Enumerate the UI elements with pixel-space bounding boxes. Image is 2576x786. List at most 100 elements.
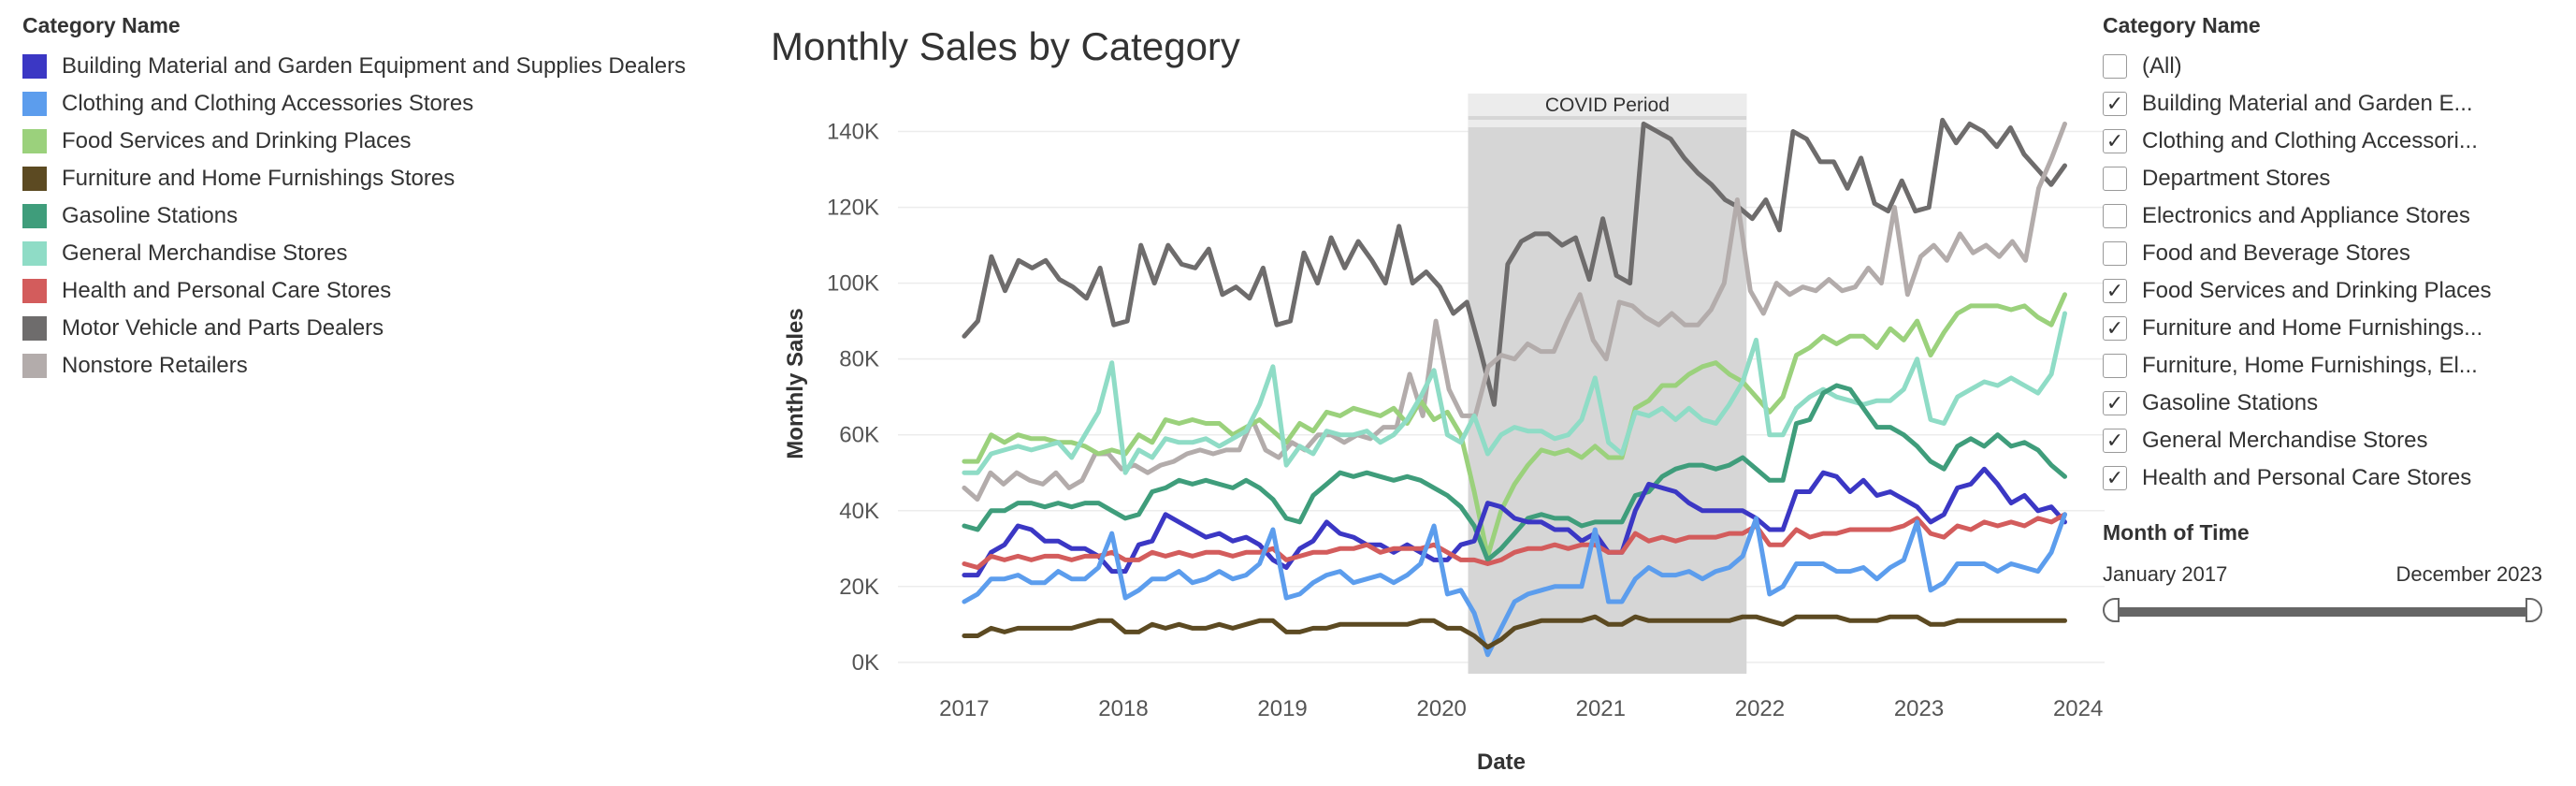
series-line [962, 512, 2067, 570]
x-axis-title: Date [1477, 750, 1526, 775]
filter-option[interactable]: ✓ General Merchandise Stores [2103, 422, 2570, 459]
x-tick-label: 2017 [939, 696, 989, 721]
filter-option[interactable]: ✓ Building Material and Garden E... [2103, 85, 2570, 123]
checkbox-checked-icon[interactable]: ✓ [2103, 466, 2127, 490]
y-tick-label: 60K [839, 423, 879, 448]
month-range-filter: Month of Time January 2017 December 2023 [2103, 520, 2542, 622]
legend-swatch [22, 279, 47, 303]
legend-swatch [22, 316, 47, 341]
legend-item[interactable]: Clothing and Clothing Accessories Stores [22, 85, 752, 123]
x-tick-label: 2024 [2053, 696, 2103, 721]
y-tick-label: 40K [839, 499, 879, 524]
x-tick-label: 2018 [1098, 696, 1148, 721]
filter-option[interactable]: (All) [2103, 48, 2570, 85]
series-line [962, 117, 2067, 407]
filter-option-label: (All) [2142, 53, 2182, 79]
checkbox-checked-icon[interactable]: ✓ [2103, 429, 2127, 453]
legend-swatch [22, 167, 47, 191]
legend-label: Gasoline Stations [62, 203, 239, 228]
filter-option-label: Building Material and Garden E... [2142, 91, 2473, 116]
legend-swatch [22, 129, 47, 153]
range-start-label: January 2017 [2103, 562, 2228, 586]
legend-title: Category Name [22, 13, 181, 37]
filter-option-label: Gasoline Stations [2142, 390, 2319, 415]
legend-item[interactable]: Health and Personal Care Stores [22, 272, 752, 310]
chart-title: Monthly Sales by Category [771, 24, 1240, 68]
series-line [962, 614, 2067, 650]
filter-option[interactable]: Furniture, Home Furnishings, El... [2103, 347, 2570, 385]
legend-swatch [22, 92, 47, 116]
legend-label: Food Services and Drinking Places [62, 128, 412, 153]
x-tick-label: 2023 [1894, 696, 1944, 721]
legend-label: Motor Vehicle and Parts Dealers [62, 315, 384, 341]
legend-item[interactable]: General Merchandise Stores [22, 235, 752, 272]
legend-item[interactable]: Gasoline Stations [22, 197, 752, 235]
filter-option[interactable]: ✓ Health and Personal Care Stores [2103, 459, 2570, 497]
y-tick-label: 80K [839, 347, 879, 372]
checkbox-checked-icon[interactable]: ✓ [2103, 92, 2127, 116]
legend-swatch [22, 354, 47, 378]
filter-option-label: General Merchandise Stores [2142, 428, 2428, 453]
series-line [962, 466, 2067, 578]
legend-label: Clothing and Clothing Accessories Stores [62, 91, 474, 116]
legend-item[interactable]: Building Material and Garden Equipment a… [22, 48, 752, 85]
range-slider-track[interactable] [2103, 598, 2542, 622]
covid-period-label: COVID Period [1545, 95, 1670, 116]
legend-label: General Merchandise Stores [62, 240, 348, 266]
legend-swatch [22, 241, 47, 266]
series-line [962, 292, 2067, 559]
filter-title: Category Name [2103, 13, 2261, 37]
series-line [962, 311, 2067, 475]
checkbox-checked-icon[interactable]: ✓ [2103, 129, 2127, 153]
y-tick-label: 0K [852, 650, 879, 676]
checkbox-checked-icon[interactable]: ✓ [2103, 316, 2127, 341]
filter-option-label: Furniture, Home Furnishings, El... [2142, 353, 2478, 378]
checkbox-unchecked-icon[interactable] [2103, 204, 2127, 228]
range-start-handle[interactable] [2103, 598, 2120, 622]
category-filter: Category Name (All) ✓ Building Material an… [2103, 13, 2570, 497]
filter-option[interactable]: ✓ Gasoline Stations [2103, 385, 2570, 422]
filter-option-label: Health and Personal Care Stores [2142, 465, 2472, 490]
filter-option-label: Department Stores [2142, 166, 2331, 191]
range-end-label: December 2023 [2395, 562, 2542, 586]
checkbox-checked-icon[interactable]: ✓ [2103, 279, 2127, 303]
y-tick-label: 120K [827, 196, 879, 221]
filter-option[interactable]: Food and Beverage Stores [2103, 235, 2570, 272]
series-line [962, 121, 2067, 502]
legend-swatch [22, 54, 47, 79]
x-tick-label: 2020 [1417, 696, 1467, 721]
legend-label: Nonstore Retailers [62, 353, 248, 378]
legend-label: Building Material and Garden Equipment a… [62, 53, 687, 79]
y-axis-title: Monthly Sales [783, 308, 808, 458]
legend-item[interactable]: Nonstore Retailers [22, 347, 752, 385]
filter-option-label: Food Services and Drinking Places [2142, 278, 2492, 303]
filter-option[interactable]: ✓ Food Services and Drinking Places [2103, 272, 2570, 310]
filter-option[interactable]: Department Stores [2103, 160, 2570, 197]
checkbox-unchecked-icon[interactable] [2103, 241, 2127, 266]
filter-option[interactable]: Electronics and Appliance Stores [2103, 197, 2570, 235]
x-tick-label: 2022 [1735, 696, 1785, 721]
filter-option[interactable]: ✓ Furniture and Home Furnishings... [2103, 310, 2570, 347]
covid-period-label-strip [1468, 120, 1747, 127]
y-tick-label: 140K [827, 120, 879, 145]
series-line [962, 512, 2067, 658]
filter-option-label: Furniture and Home Furnishings... [2142, 315, 2483, 341]
x-tick-label: 2019 [1257, 696, 1307, 721]
legend-label: Health and Personal Care Stores [62, 278, 392, 303]
filter-option[interactable]: ✓ Clothing and Clothing Accessori... [2103, 123, 2570, 160]
legend-item[interactable]: Furniture and Home Furnishings Stores [22, 160, 752, 197]
checkbox-unchecked-icon[interactable] [2103, 354, 2127, 378]
color-legend: Category Name Building Material and Gard… [22, 13, 752, 385]
legend-label: Furniture and Home Furnishings Stores [62, 166, 456, 191]
filter-option-label: Electronics and Appliance Stores [2142, 203, 2470, 228]
range-title: Month of Time [2103, 520, 2250, 545]
covid-period-label-box [1468, 94, 1747, 116]
range-end-handle[interactable] [2525, 598, 2542, 622]
checkbox-unchecked-icon[interactable] [2103, 54, 2127, 79]
checkbox-checked-icon[interactable]: ✓ [2103, 391, 2127, 415]
legend-item[interactable]: Food Services and Drinking Places [22, 123, 752, 160]
legend-swatch [22, 204, 47, 228]
legend-item[interactable]: Motor Vehicle and Parts Dealers [22, 310, 752, 347]
checkbox-unchecked-icon[interactable] [2103, 167, 2127, 191]
